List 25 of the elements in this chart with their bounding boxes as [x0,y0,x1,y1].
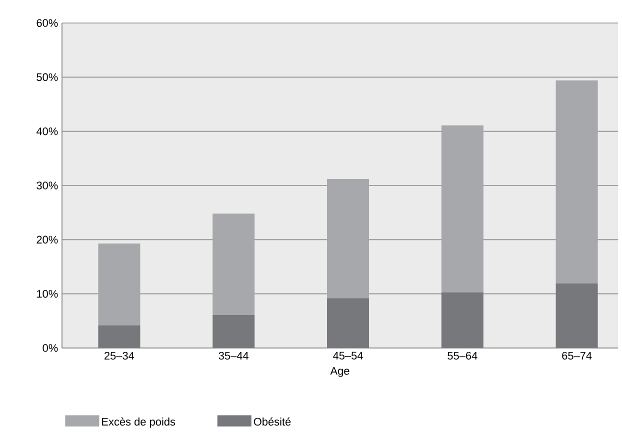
y-tick-label: 10% [37,290,58,298]
bar [556,80,598,284]
bar [212,214,255,315]
bar [98,325,140,348]
bar [98,243,140,326]
y-tick-label: 60% [36,19,58,27]
y-tick-label: 20% [36,236,58,244]
y-tick-label: 50% [36,73,58,82]
x-tick-label: 65–74 [562,352,592,360]
x-tick-label: 45–54 [333,352,363,360]
bar [556,284,598,348]
bar [327,179,370,298]
legend-label: Excès de poids [102,417,176,428]
legend-label: Obésité [254,417,291,426]
bar [441,125,484,292]
y-tick-label: 30% [36,182,58,190]
x-tick-label: 55–64 [448,352,478,360]
y-tick-label: 0% [42,344,58,352]
x-tick-label: 35–44 [218,352,249,360]
x-axis-title: Age [330,367,350,377]
bar [212,314,255,348]
y-tick-label: 40% [36,127,58,136]
bar [441,292,484,348]
bar [327,298,370,348]
x-tick-label: 25–34 [104,352,134,360]
